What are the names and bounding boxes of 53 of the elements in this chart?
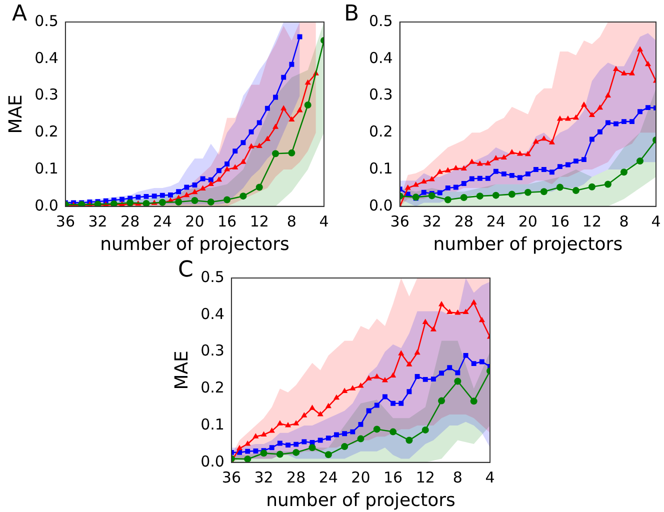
y-tick-label: 0.3 [368,86,393,104]
x-tick-label: 16 [218,212,237,230]
x-axis-title: number of projectors [433,234,623,255]
x-tick-label: 36 [222,468,241,486]
y-axis-title: MAE [171,350,192,390]
y-tick-label: 0.2 [34,122,58,141]
y-tick-label: 0.4 [34,48,58,67]
x-tick-label: 32 [254,468,274,486]
y-tick-label: 0.1 [34,159,58,178]
y-tick-label: 0.5 [34,12,58,30]
x-tick-label: 28 [120,212,140,230]
y-tick-label: 0.4 [368,48,393,67]
y-tick-label: 0.3 [34,86,58,104]
y-tick-label: 0.1 [368,159,393,178]
x-tick-label: 16 [550,212,570,230]
x-tick-label: 28 [286,468,306,486]
x-tick-label: 16 [384,468,403,486]
x-tick-label: 32 [88,212,108,230]
y-tick-label: 0.3 [200,342,224,360]
x-tick-label: 8 [452,468,462,486]
y-tick-label: 0.5 [200,268,224,286]
x-tick-label: 8 [619,212,629,230]
y-tick-label: 0.0 [368,196,393,214]
x-tick-label: 4 [319,212,329,230]
x-axis-title: number of projectors [266,490,456,511]
y-tick-label: 0.4 [200,304,224,323]
y-tick-label: 0.2 [368,122,393,141]
y-tick-label: 0.5 [368,12,393,30]
x-tick-label: 20 [351,468,370,486]
x-tick-label: 20 [518,212,538,230]
x-tick-label: 12 [250,212,269,230]
x-tick-label: 28 [454,212,474,230]
y-tick-label: 0.0 [200,452,224,470]
y-axis-title: MAE [5,94,26,134]
x-tick-label: 4 [651,212,661,230]
y-tick-label: 0.1 [200,415,224,434]
x-tick-label: 36 [56,212,75,230]
x-tick-label: 24 [318,468,338,486]
x-tick-label: 8 [286,212,296,230]
y-tick-label: 0.2 [200,378,224,397]
x-tick-label: 12 [582,212,602,230]
x-tick-label: 36 [390,212,410,230]
x-tick-label: 24 [152,212,172,230]
x-tick-label: 24 [486,212,506,230]
x-axis-title: number of projectors [100,234,290,255]
x-tick-label: 20 [185,212,204,230]
chart-title: B [344,2,360,27]
x-tick-label: 32 [422,212,442,230]
chart-title: A [12,2,28,27]
y-tick-label: 0.0 [34,196,58,214]
x-tick-label: 12 [416,468,435,486]
x-tick-label: 4 [485,468,495,486]
chart-title: C [178,258,194,283]
